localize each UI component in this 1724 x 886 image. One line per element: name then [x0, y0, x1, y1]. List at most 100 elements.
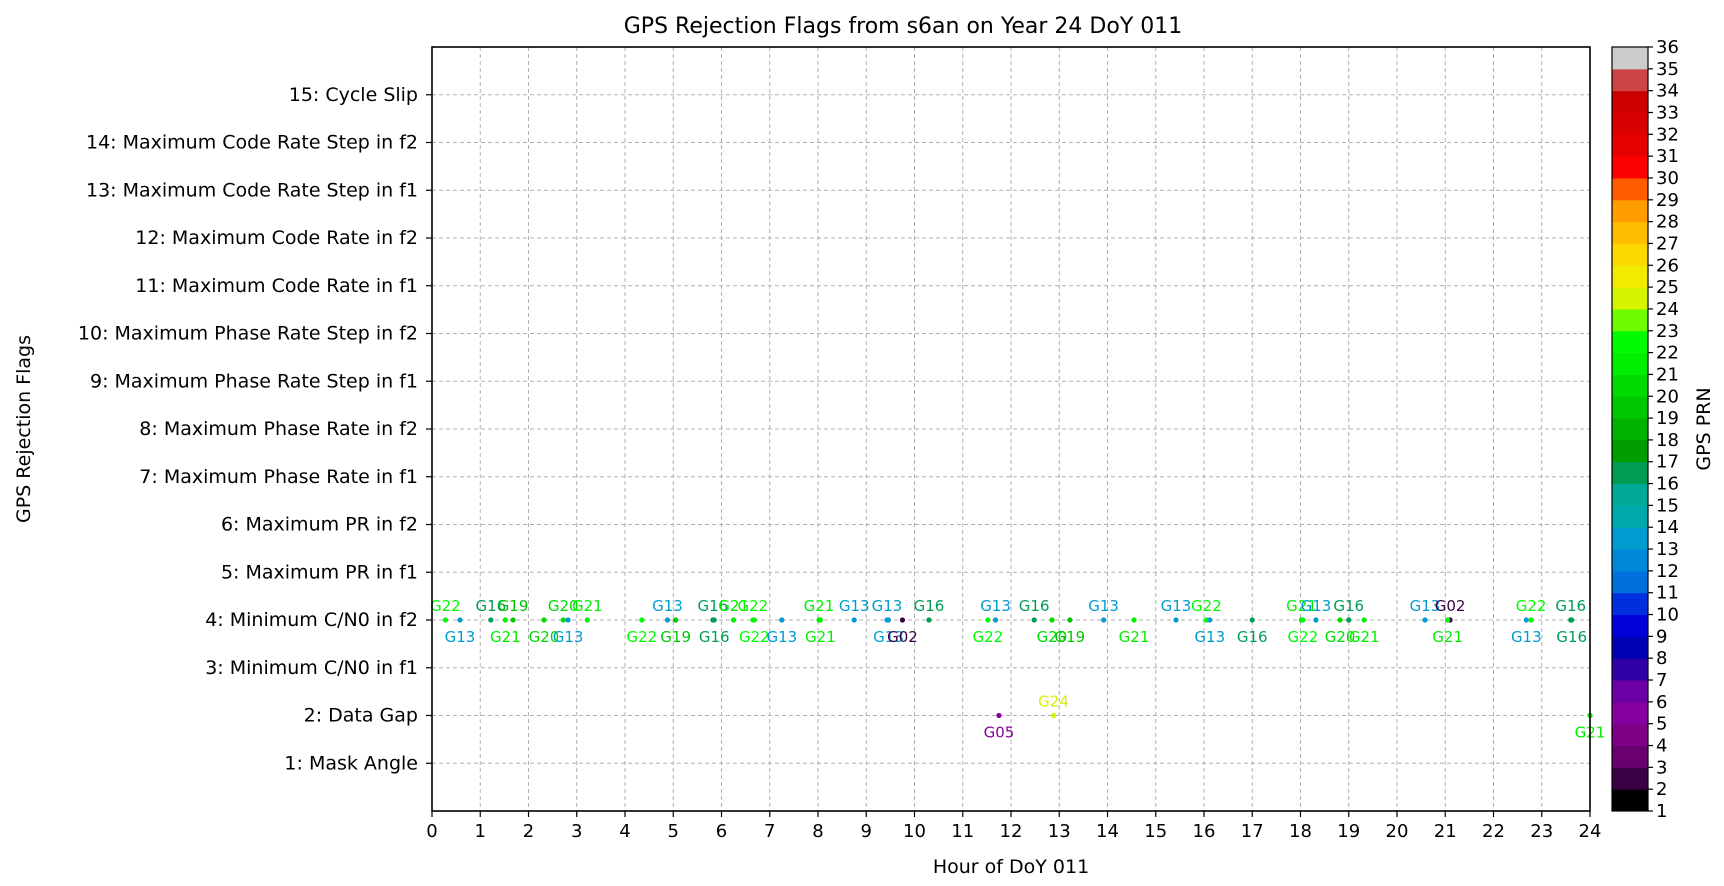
colorbar-tick-label: 4	[1656, 736, 1667, 757]
data-point	[711, 617, 717, 623]
point-label: G22	[1516, 597, 1547, 615]
colorbar	[1612, 47, 1648, 812]
x-tick-label: 1	[475, 821, 486, 842]
point-label: G20	[1037, 628, 1068, 646]
y-tick-label: 13: Maximum Code Rate Step in f1	[86, 179, 418, 201]
point-label: G21	[490, 628, 521, 646]
point-label: G13	[766, 628, 797, 646]
data-point	[510, 617, 516, 623]
point-label: G16	[699, 628, 730, 646]
x-tick-label: 18	[1289, 821, 1312, 842]
data-point	[488, 617, 494, 623]
data-point	[1313, 617, 1319, 623]
point-label: G16	[697, 597, 728, 615]
colorbar-segment	[1612, 505, 1648, 528]
colorbar-tick-label: 26	[1656, 255, 1679, 276]
colorbar-segment	[1612, 221, 1648, 244]
data-point	[442, 617, 449, 623]
data-point	[1067, 617, 1073, 623]
colorbar-tick-label: 32	[1656, 124, 1679, 145]
point-label: G02	[1435, 597, 1466, 615]
data-point	[1528, 617, 1534, 623]
x-tick-label: 16	[1193, 821, 1216, 842]
colorbar-tick-label: 36	[1656, 37, 1679, 58]
colorbar-tick-label: 10	[1656, 605, 1679, 626]
data-point	[885, 617, 892, 623]
point-label: G20	[529, 628, 560, 646]
colorbar-segment	[1612, 439, 1648, 463]
x-tick-label: 4	[619, 821, 630, 842]
data-point	[1207, 617, 1213, 623]
colorbar-segment	[1612, 243, 1648, 266]
data-point	[560, 617, 566, 623]
x-axis-ticks: 0 1 2 3 4 5 6 7 8 9 10 11 12 13 14 15 16 17 18 19 20 21 22 23 24	[426, 811, 1601, 842]
y-tick-label: 2: Data Gap	[304, 705, 418, 727]
data-point	[1101, 617, 1107, 623]
data-point	[730, 617, 737, 623]
y-axis-label: GPS Rejection Flags	[13, 335, 35, 523]
x-tick-label: 14	[1096, 821, 1119, 842]
x-tick-label: 2	[523, 821, 534, 842]
colorbar-segment	[1612, 570, 1648, 594]
colorbar-segment	[1612, 636, 1648, 659]
point-label: G16	[1237, 628, 1268, 646]
colorbar-tick-label: 24	[1656, 299, 1679, 320]
x-tick-label: 5	[668, 821, 679, 842]
x-tick-label: 19	[1337, 821, 1360, 842]
x-tick-label: 17	[1241, 821, 1264, 842]
data-point	[1050, 712, 1057, 719]
x-tick-label: 3	[571, 821, 582, 842]
x-tick-label: 10	[903, 821, 926, 842]
colorbar-tick-label: 35	[1656, 59, 1679, 80]
y-tick-label: 14: Maximum Code Rate Step in f2	[86, 132, 418, 154]
colorbar-segment	[1612, 265, 1648, 288]
x-tick-label: 6	[716, 821, 727, 842]
colorbar-segment	[1612, 330, 1648, 354]
x-tick-label: 0	[426, 821, 437, 842]
colorbar-segment	[1612, 789, 1648, 812]
data-point	[584, 617, 590, 623]
colorbar-segment	[1612, 658, 1648, 681]
data-point	[1049, 617, 1055, 623]
colorbar-segment	[1612, 352, 1648, 375]
data-point	[817, 617, 824, 623]
point-label: G13	[1161, 597, 1192, 615]
point-label: G21	[1286, 597, 1317, 615]
colorbar-segment	[1612, 745, 1648, 768]
colorbar-segment	[1612, 156, 1648, 179]
x-axis-label: Hour of DoY 011	[933, 856, 1089, 878]
colorbar-tick-label: 20	[1656, 386, 1679, 407]
colorbar-tick-label: 21	[1656, 364, 1679, 385]
colorbar-tick-label: 23	[1656, 321, 1679, 342]
x-tick-label: 12	[1000, 821, 1023, 842]
colorbar-tick-label: 19	[1656, 408, 1679, 429]
point-label: G21	[572, 597, 603, 615]
point-label: G16	[1556, 628, 1587, 646]
x-tick-label: 22	[1482, 821, 1505, 842]
colorbar-segment	[1612, 418, 1648, 441]
y-axis-ticks: 1: Mask Angle 2: Data Gap 3: Minimum C/N0 …	[78, 84, 432, 774]
colorbar-tick-label: 11	[1656, 583, 1679, 604]
colorbar-segment	[1612, 68, 1648, 92]
x-tick-label: 7	[764, 821, 775, 842]
colorbar-segment	[1612, 47, 1648, 70]
data-point	[664, 617, 671, 623]
colorbar-tick-label: 28	[1656, 212, 1679, 233]
data-point	[1346, 617, 1352, 623]
colorbar-frame	[1611, 46, 1649, 812]
point-label: G16	[914, 597, 945, 615]
point-label: G19	[660, 628, 691, 646]
data-point	[1173, 617, 1179, 623]
point-label: G22	[1191, 597, 1222, 615]
colorbar-tick-label: 31	[1656, 146, 1679, 167]
point-label: G05	[984, 724, 1015, 742]
data-point	[926, 617, 932, 623]
point-label: G13	[839, 597, 870, 615]
point-label: G02	[887, 628, 918, 646]
point-label: G22	[739, 628, 770, 646]
y-tick-label: 11: Maximum Code Rate in f1	[135, 275, 418, 297]
colorbar-segment	[1612, 723, 1648, 747]
point-label: G13	[553, 628, 584, 646]
y-tick-label: 6: Maximum PR in f2	[221, 514, 418, 536]
